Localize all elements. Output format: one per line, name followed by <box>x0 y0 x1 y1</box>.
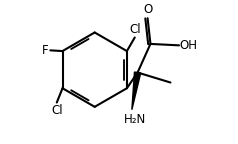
Text: H₂N: H₂N <box>124 113 146 126</box>
Text: O: O <box>143 3 152 16</box>
Polygon shape <box>132 72 141 110</box>
Text: Cl: Cl <box>129 23 141 36</box>
Text: OH: OH <box>180 39 198 52</box>
Text: Cl: Cl <box>51 104 63 117</box>
Text: F: F <box>42 44 49 57</box>
